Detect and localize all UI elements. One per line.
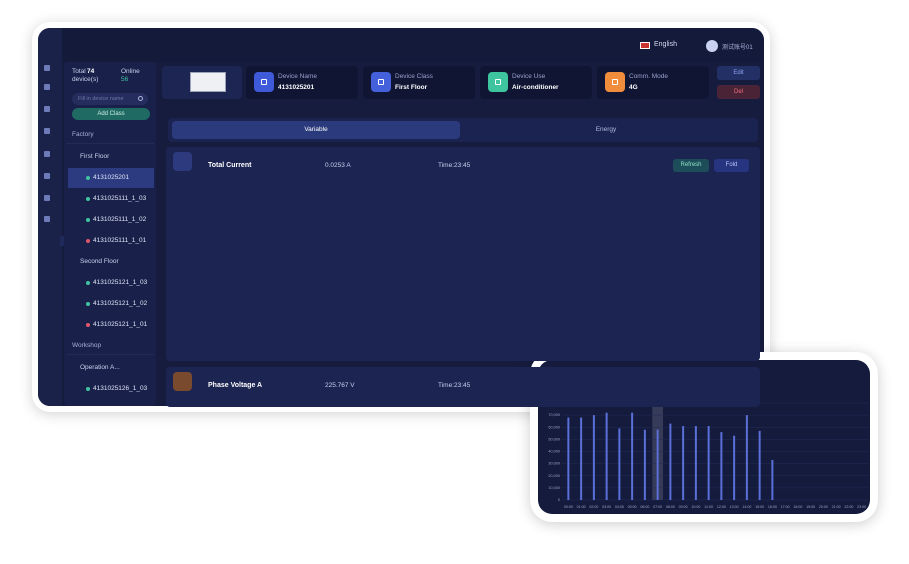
tree-group[interactable]: Second Floor [80, 258, 119, 265]
variable-panel [166, 147, 760, 361]
user-avatar[interactable] [706, 40, 718, 52]
tab[interactable]: Energy [595, 126, 617, 133]
edit-button[interactable]: Edit [717, 66, 760, 80]
total-unit: device(s) [72, 76, 99, 83]
device-item[interactable]: 4131025121_1_02 [93, 300, 148, 307]
selected-row [68, 168, 154, 188]
device-item[interactable]: 4131025111_1_02 [93, 216, 147, 223]
status-dot [86, 218, 90, 222]
card-icon-glyph [261, 79, 267, 85]
nav-icon[interactable] [44, 151, 50, 157]
device-item[interactable]: 4131025126_1_03 [93, 385, 148, 392]
nav-icon[interactable] [44, 106, 50, 112]
panel-time: Time:23:45 [438, 382, 471, 389]
status-dot [86, 323, 90, 327]
card-value: First Floor [395, 84, 428, 91]
total-count: 74 [87, 68, 95, 75]
card-icon-glyph [612, 79, 618, 85]
collapse-arrow[interactable] [60, 236, 66, 246]
tree-divider [66, 143, 154, 144]
add-class-button[interactable]: Add Class [72, 108, 150, 120]
tree-group[interactable]: First Floor [80, 153, 110, 160]
panel-reading: 225.767 V [325, 382, 355, 389]
device-item[interactable]: 4131025201 [93, 174, 130, 181]
delete-button[interactable]: Del [717, 85, 760, 99]
nav-icon[interactable] [44, 195, 50, 201]
online-count: 56 [121, 76, 129, 83]
panel-icon [173, 152, 192, 171]
online-label: Online [121, 68, 140, 75]
card-label: Device Name [278, 73, 318, 80]
fold-button[interactable]: Fold [714, 159, 749, 172]
tree-group[interactable]: Operation A... [80, 364, 120, 371]
flag-icon [640, 42, 650, 49]
user-name: 测试账号01 [722, 45, 753, 51]
icon-bar [38, 28, 62, 406]
device-item[interactable]: 4131025111_1_01 [93, 237, 147, 244]
total-label: Total [72, 68, 86, 75]
nav-icon[interactable] [44, 173, 50, 179]
tree-divider [66, 354, 154, 355]
card-label: Device Class [395, 73, 433, 80]
language-select[interactable]: English [654, 41, 677, 48]
status-dot [86, 302, 90, 306]
card-label: Device Use [512, 73, 546, 80]
search-input[interactable]: Fill in device name [72, 93, 148, 105]
device-image [190, 72, 226, 92]
device-item[interactable]: 4131025111_1_03 [93, 195, 147, 202]
nav-icon[interactable] [44, 216, 50, 222]
panel-time: Time:23:45 [438, 162, 471, 169]
panel-title: Phase Voltage A [208, 382, 263, 389]
card-label: Comm. Mode [629, 73, 669, 80]
nav-icon[interactable] [44, 84, 50, 90]
status-dot [86, 387, 90, 391]
panel-title: Total Current [208, 162, 252, 169]
panel-icon [173, 372, 192, 391]
card-value: Air-conditioner [512, 84, 559, 91]
card-value: 4131025201 [278, 84, 315, 91]
nav-icon[interactable] [44, 65, 50, 71]
nav-icon[interactable] [44, 128, 50, 134]
device-item[interactable]: 4131025121_1_01 [93, 321, 148, 328]
status-dot [86, 197, 90, 201]
status-dot [86, 281, 90, 285]
card-icon [605, 72, 625, 92]
status-dot [86, 239, 90, 243]
card-icon [488, 72, 508, 92]
refresh-button[interactable]: Refresh [673, 159, 709, 172]
card-icon [371, 72, 391, 92]
tab[interactable]: Variable [172, 121, 460, 139]
card-icon-glyph [495, 79, 501, 85]
status-dot [86, 176, 90, 180]
variable-panel [166, 367, 760, 407]
card-icon-glyph [378, 79, 384, 85]
card-value: 4G [629, 84, 638, 91]
device-item[interactable]: 4131025121_1_03 [93, 279, 148, 286]
tree-root[interactable]: Workshop [72, 342, 102, 349]
card-icon [254, 72, 274, 92]
search-icon [138, 96, 143, 101]
tree-root[interactable]: Factory [72, 131, 94, 138]
panel-reading: 0.0253 A [325, 162, 351, 169]
